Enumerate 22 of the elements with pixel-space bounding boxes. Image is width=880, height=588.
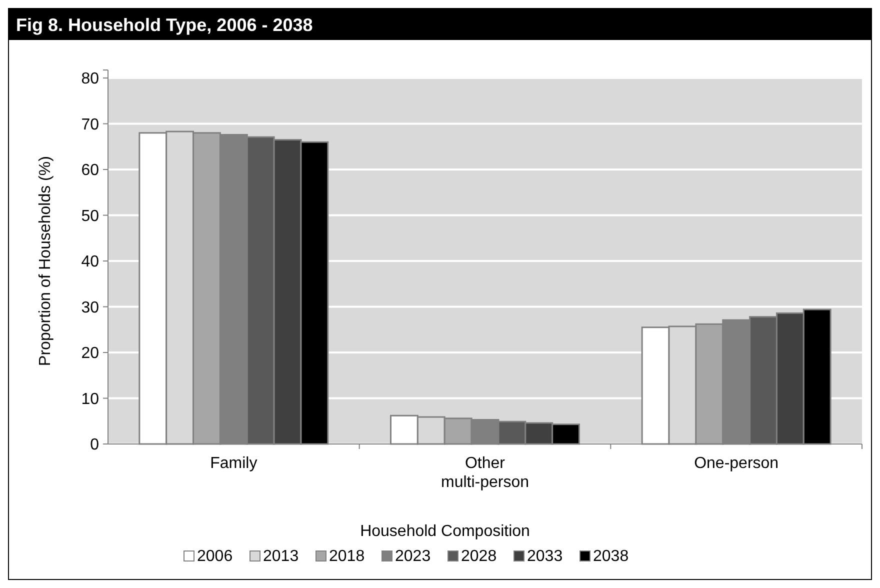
chart-title: Fig 8. Household Type, 2006 - 2038	[16, 15, 313, 35]
y-tick-label: 20	[81, 345, 100, 362]
x-tick-label: Family	[210, 455, 258, 472]
legend-label: 2018	[329, 548, 365, 565]
x-axis-title: Household Composition	[360, 523, 530, 540]
legend-label: 2023	[395, 548, 431, 565]
y-tick-label: 60	[81, 162, 100, 180]
y-axis-title: Proportion of Households (%)	[37, 156, 54, 366]
legend-label: 2033	[527, 548, 563, 565]
y-tick-label: 30	[81, 299, 100, 316]
y-tick-label: 10	[81, 390, 100, 408]
x-tick-label: One-person	[694, 455, 779, 472]
legend-label: 2006	[197, 548, 233, 565]
legend-label: 2028	[461, 548, 497, 565]
y-tick-label: 80	[81, 70, 100, 88]
x-tick-label: Other multi-person	[440, 455, 530, 491]
legend-label: 2013	[263, 548, 299, 565]
y-tick-label: 70	[81, 116, 100, 134]
legend-label: 2038	[593, 548, 629, 565]
y-tick-label: 0	[90, 436, 100, 454]
y-tick-label: 40	[81, 254, 100, 271]
y-tick-label: 50	[81, 208, 100, 225]
